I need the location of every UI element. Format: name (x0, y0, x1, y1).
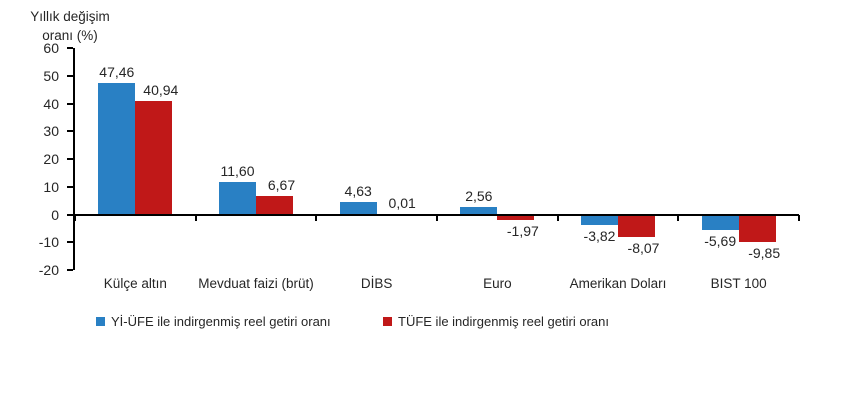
bar-value-label: -8,07 (627, 239, 660, 256)
plot-area: 60 50 40 30 20 10 0 -10 -20 47,46 11,60 4,63 2,56 -3,… (39, 40, 800, 291)
bar-value-label: -1,97 (506, 222, 539, 239)
y-axis-tick (67, 130, 73, 133)
x-axis-tick (677, 214, 680, 221)
bar-yiufe (98, 82, 136, 215)
y-axis-tick-label: 20 (43, 151, 59, 167)
y-axis-tick (67, 74, 73, 77)
legend-item-yiufe: Yİ-ÜFE ile indirgenmiş reel getiri oranı (96, 314, 331, 329)
y-axis-tick (67, 102, 73, 105)
bar-yiufe (701, 214, 739, 231)
legend-label-yiufe: Yİ-ÜFE ile indirgenmiş reel getiri oranı (111, 314, 331, 329)
y-axis-tick-label: 30 (43, 123, 59, 140)
bar-tufe (135, 100, 173, 215)
bar-value-label: -9,85 (748, 244, 781, 261)
legend-swatch-tufe-icon (383, 317, 392, 326)
x-axis-tick (436, 214, 438, 221)
legend-swatch-yiufe-icon (96, 317, 105, 326)
y-axis-tick (67, 269, 73, 271)
bar-yiufe (581, 214, 618, 226)
x-axis-tick (556, 214, 559, 221)
legend-label-tufe: TÜFE ile indirgenmiş reel getiri oranı (398, 314, 609, 329)
y-axis-tick-label: 0 (51, 206, 59, 223)
x-axis-tick (315, 214, 318, 221)
x-axis-category-label: Amerikan Doları (569, 276, 667, 291)
x-axis-category-label: DİBS (360, 276, 393, 291)
bar-tufe (256, 195, 293, 215)
y-axis-tick (67, 241, 73, 244)
x-axis-category-label: Mevduat faizi (brüt) (198, 276, 314, 291)
y-axis-tick (67, 47, 73, 49)
x-axis-category-label: Euro (483, 276, 512, 291)
bar-value-label: 6,67 (267, 176, 296, 193)
bar-tufe (618, 214, 655, 237)
x-axis-category-label: BIST 100 (710, 276, 767, 291)
bar-value-label: 47,46 (99, 63, 135, 80)
bar-yiufe (460, 207, 498, 215)
bar-yiufe (339, 201, 377, 215)
legend-item-tufe: TÜFE ile indirgenmiş reel getiri oranı (383, 314, 609, 329)
bar-yiufe (219, 182, 256, 215)
bar-value-label: 2,56 (465, 188, 493, 205)
y-axis-line (73, 48, 75, 270)
y-axis-tick-label: 50 (43, 67, 59, 84)
y-axis-tick-label: 10 (43, 178, 59, 195)
bar-tufe (497, 214, 535, 220)
bar-value-label: -3,82 (583, 228, 616, 245)
y-axis-title-line2: oranı (%) (42, 28, 98, 43)
y-axis-tick (67, 185, 73, 188)
bar-value-label: 40,94 (143, 81, 179, 98)
bar-value-label: 4,63 (344, 182, 372, 199)
x-axis-tick (74, 214, 76, 221)
bar-tufe (738, 214, 776, 242)
x-axis-category-label: Külçe altın (103, 276, 167, 291)
y-axis-tick (67, 213, 73, 216)
x-axis-tick (798, 214, 800, 221)
bar-value-label: 11,60 (220, 163, 255, 180)
y-axis-tick-label: -10 (38, 234, 59, 251)
y-axis-title: Yıllık değişim oranı (%) (16, 7, 124, 45)
bar-value-label: -5,69 (704, 233, 737, 250)
y-axis-title-line1: Yıllık değişim (30, 9, 110, 24)
y-axis-tick-label: 60 (43, 40, 59, 56)
y-axis-tick-label: 40 (43, 95, 59, 112)
x-axis-tick (194, 214, 197, 221)
y-axis-tick-label: -20 (38, 262, 59, 278)
y-axis-tick (67, 158, 73, 160)
bar-value-label: 0,01 (388, 195, 416, 212)
